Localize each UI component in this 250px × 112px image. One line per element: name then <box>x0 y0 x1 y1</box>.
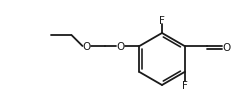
Text: O: O <box>116 42 124 52</box>
Text: F: F <box>159 16 165 26</box>
Text: O: O <box>222 43 231 53</box>
Text: F: F <box>182 80 188 90</box>
Text: O: O <box>82 42 90 52</box>
